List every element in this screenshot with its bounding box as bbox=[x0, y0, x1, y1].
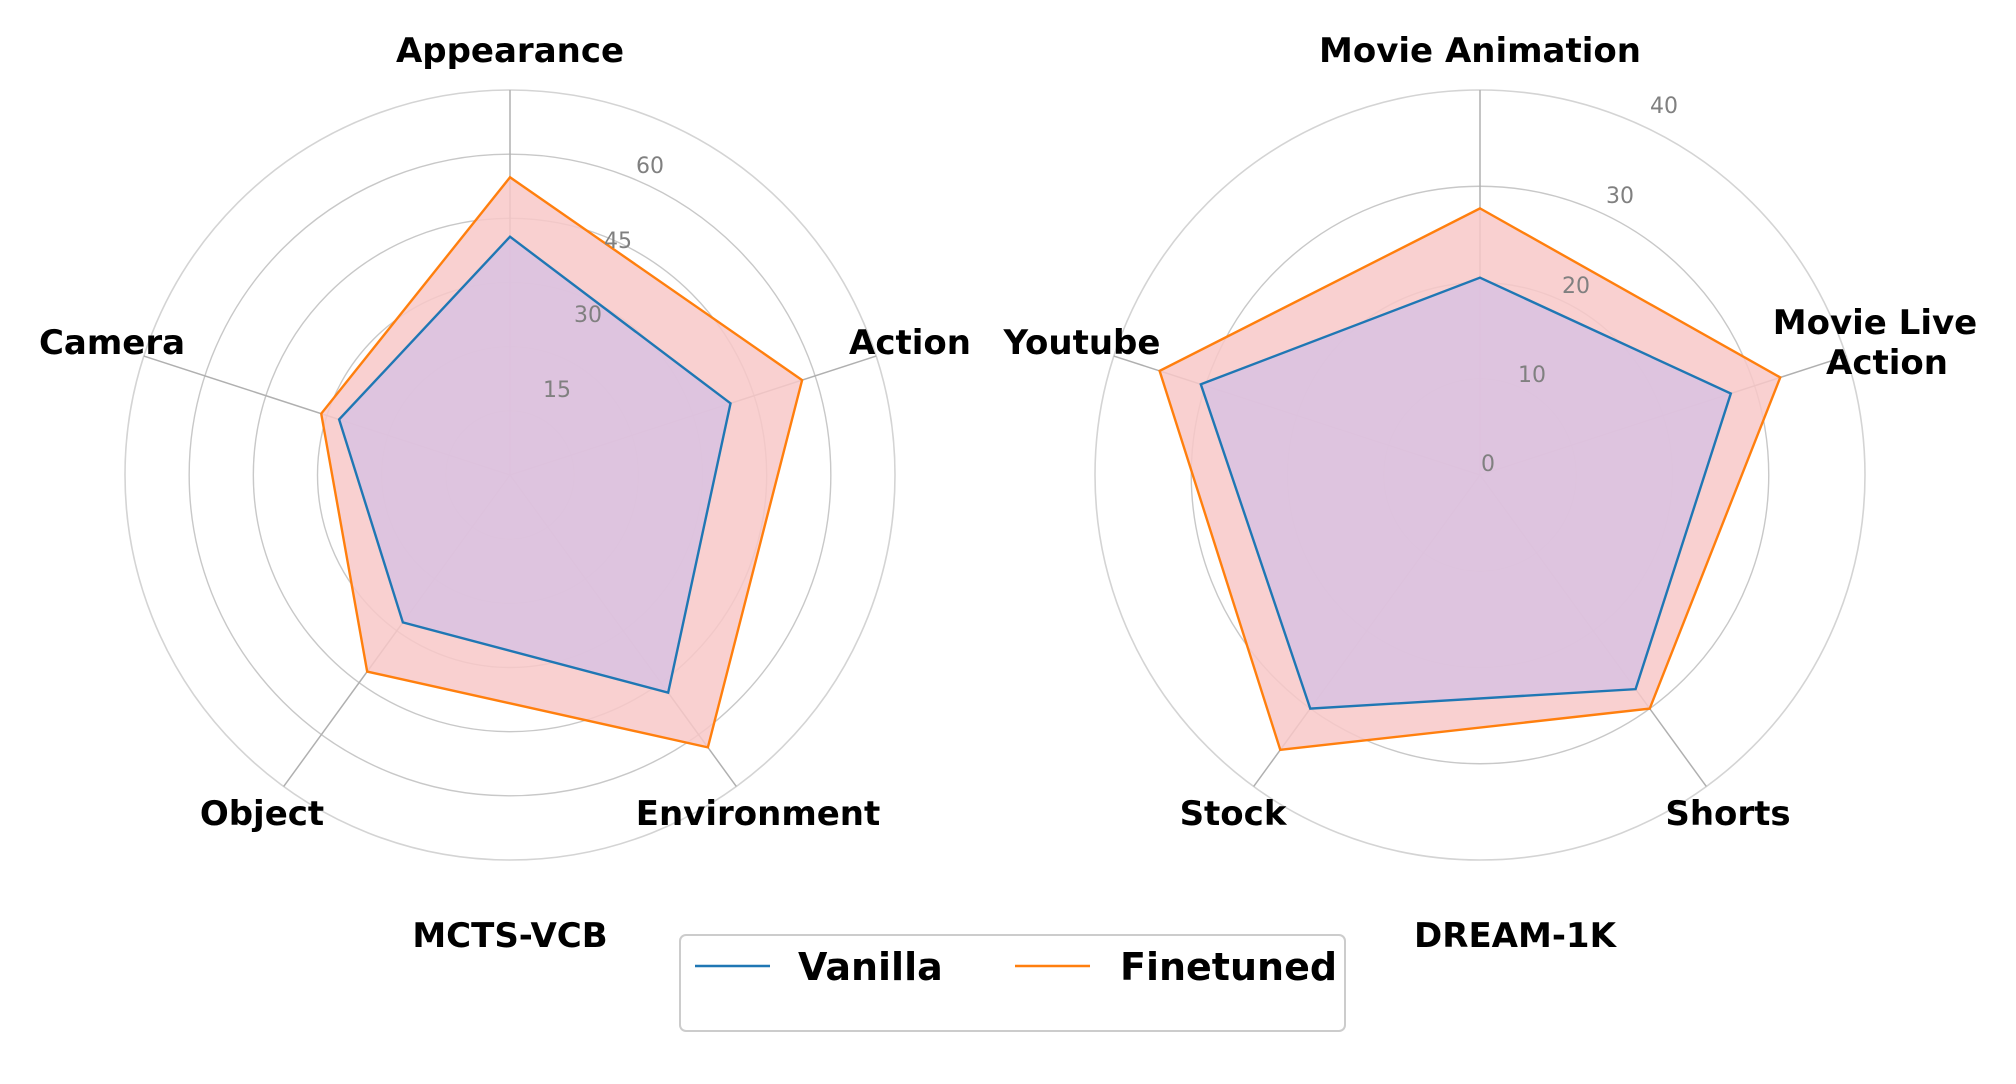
category-label-shorts: Shorts bbox=[1665, 794, 1790, 834]
radial-tick-label: 30 bbox=[1606, 184, 1634, 209]
series-line-vanilla bbox=[1199, 276, 1733, 710]
radial-tick-label: 45 bbox=[604, 229, 632, 254]
category-label-movie-live-action: Movie Live Action bbox=[1773, 303, 1977, 383]
panel-subtitle: MCTS-VCB bbox=[412, 916, 607, 956]
category-labels: Appearance Action Environment Object Camera bbox=[39, 31, 971, 834]
radial-tick-label: 30 bbox=[574, 303, 602, 328]
radial-tick-label: 20 bbox=[1562, 274, 1590, 299]
legend-label-finetuned: Finetuned bbox=[1120, 945, 1337, 989]
radar-panel-dream-1k: 0 10 20 30 40 Movie Animation Movie Live Actio… bbox=[1003, 31, 1978, 956]
series-line-vanilla bbox=[337, 235, 732, 695]
category-label-appearance: Appearance bbox=[396, 31, 624, 71]
category-label-camera: Camera bbox=[39, 323, 185, 363]
category-label-action: Action bbox=[849, 323, 971, 363]
series-line-finetuned bbox=[1158, 207, 1782, 752]
category-label-youtube: Youtube bbox=[1003, 323, 1161, 363]
category-labels: Movie Animation Movie Live Action Shorts Sto… bbox=[1003, 31, 1978, 834]
legend-label-vanilla: Vanilla bbox=[798, 945, 943, 989]
panel-subtitle: DREAM-1K bbox=[1414, 916, 1618, 956]
radial-tick-labels: 0 10 20 30 40 bbox=[1481, 94, 1678, 477]
radar-lines bbox=[1158, 207, 1782, 752]
legend: Vanilla Finetuned bbox=[679, 934, 1346, 1032]
radial-tick-label: 10 bbox=[1518, 363, 1546, 388]
radial-tick-label: 60 bbox=[636, 154, 664, 179]
radar-fills bbox=[321, 177, 803, 748]
legend-frame bbox=[679, 934, 1346, 1032]
radial-tick-label: 15 bbox=[543, 378, 571, 403]
category-label-movie-animation: Movie Animation bbox=[1319, 31, 1641, 71]
radial-tick-label: 40 bbox=[1650, 94, 1678, 119]
category-label-object: Object bbox=[200, 794, 324, 834]
radar-fills bbox=[1159, 208, 1781, 750]
series-fill-vanilla bbox=[339, 236, 731, 693]
radial-tick-labels: 15 30 45 60 bbox=[543, 154, 664, 403]
radar-panel-mcts-vcb: 15 30 45 60 Appearance Action Environment Obje… bbox=[39, 31, 971, 956]
radial-tick-label: 0 bbox=[1481, 452, 1495, 477]
series-fill-vanilla bbox=[1200, 277, 1731, 709]
series-line-finetuned bbox=[319, 175, 804, 749]
category-label-stock: Stock bbox=[1180, 794, 1288, 834]
category-label-environment: Environment bbox=[636, 794, 881, 834]
radar-lines bbox=[319, 175, 804, 749]
